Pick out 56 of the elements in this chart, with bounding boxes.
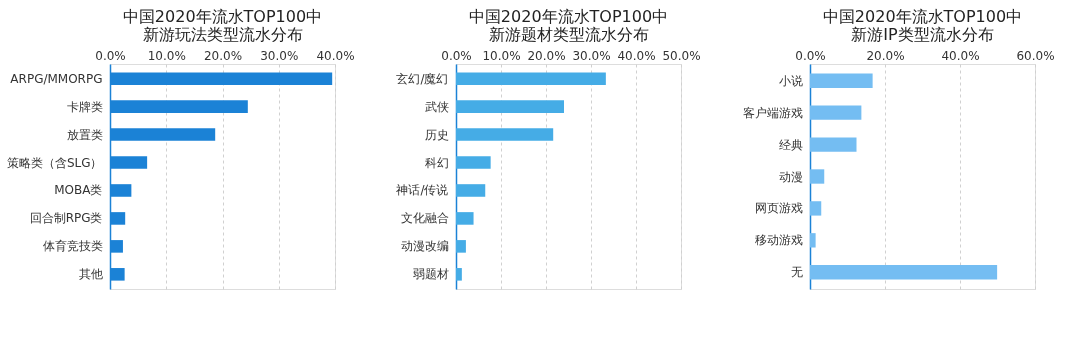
x-tick-label: 20.0% <box>527 48 566 63</box>
bar <box>456 240 466 253</box>
y-tick-label: 动漫改编 <box>400 239 449 254</box>
x-tick-label: 60.0% <box>1016 48 1055 63</box>
y-tick-label: 玄幻/魔幻 <box>396 71 449 86</box>
y-tick-label: 回合制RPG类 <box>29 211 103 226</box>
y-tick-label: 策略类（含SLG） <box>6 155 103 170</box>
chart-title: 中国2020年流水TOP100中新游IP类型流水分布 <box>822 7 1023 44</box>
y-tick-label: 网页游戏 <box>754 201 803 216</box>
x-tick-label: 30.0% <box>572 48 611 63</box>
x-tick-label: 40.0% <box>316 48 355 63</box>
x-tick-label: 10.0% <box>482 48 521 63</box>
bar <box>456 184 486 197</box>
bar <box>456 156 491 169</box>
y-tick-label: 科幻 <box>424 155 449 170</box>
bar <box>810 265 998 280</box>
y-tick-label: 武侠 <box>424 99 449 114</box>
x-tick-label: 0.0% <box>441 48 472 63</box>
x-tick-label: 20.0% <box>203 48 243 63</box>
y-tick-label: 客户端游戏 <box>742 105 803 120</box>
x-tick-label: 40.0% <box>941 48 980 63</box>
y-tick-label: 神话/传说 <box>396 183 449 198</box>
bar <box>810 233 816 248</box>
x-tick-label: 20.0% <box>866 48 905 63</box>
bar <box>456 100 564 113</box>
y-tick-label: 弱题材 <box>412 267 449 282</box>
y-tick-label: 体育竞技类 <box>42 239 103 254</box>
y-tick-label: 其他 <box>78 267 103 282</box>
y-tick-label: 历史 <box>424 127 449 142</box>
y-tick-label: 文化融合 <box>400 211 449 226</box>
y-tick-label: 卡牌类 <box>66 99 103 114</box>
bar <box>810 137 857 152</box>
y-tick-label: 无 <box>790 265 803 280</box>
bar <box>456 268 462 281</box>
y-tick-label: ARPG/MMORPG <box>10 71 103 86</box>
y-tick-label: 放置类 <box>66 127 103 142</box>
chart-title: 中国2020年流水TOP100中新游题材类型流水分布 <box>468 7 669 44</box>
chart-title: 中国2020年流水TOP100中新游玩法类型流水分布 <box>122 7 323 44</box>
bar <box>810 105 862 120</box>
bar <box>810 201 822 216</box>
bar <box>810 169 825 184</box>
x-tick-label: 50.0% <box>662 48 701 63</box>
bar <box>456 72 606 85</box>
x-tick-label: 0.0% <box>95 48 126 63</box>
y-tick-label: MOBA类 <box>54 183 103 198</box>
y-tick-label: 动漫 <box>778 169 803 184</box>
x-tick-label: 0.0% <box>795 48 826 63</box>
bar <box>456 212 474 225</box>
x-tick-label: 30.0% <box>260 48 299 63</box>
x-tick-label: 10.0% <box>147 48 186 63</box>
bar <box>810 73 873 88</box>
y-tick-label: 经典 <box>778 137 803 152</box>
y-tick-label: 移动游戏 <box>754 233 803 248</box>
x-tick-label: 40.0% <box>617 48 656 63</box>
bar <box>456 128 554 141</box>
y-tick-label: 小说 <box>778 73 803 88</box>
